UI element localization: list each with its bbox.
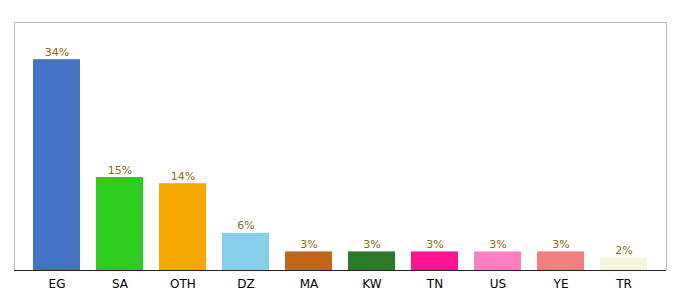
svg-text:TR: TR <box>615 277 632 291</box>
svg-text:KW: KW <box>362 277 381 291</box>
svg-text:14%: 14% <box>171 170 195 183</box>
svg-text:15%: 15% <box>108 164 132 177</box>
svg-text:DZ: DZ <box>237 277 254 291</box>
svg-text:3%: 3% <box>552 238 569 251</box>
svg-text:2%: 2% <box>615 244 632 257</box>
svg-text:MA: MA <box>300 277 319 291</box>
svg-text:EG: EG <box>49 277 66 291</box>
svg-text:SA: SA <box>112 277 129 291</box>
svg-text:3%: 3% <box>426 238 443 251</box>
svg-text:US: US <box>490 277 506 291</box>
svg-text:3%: 3% <box>489 238 506 251</box>
svg-text:YE: YE <box>553 277 569 291</box>
svg-text:OTH: OTH <box>170 277 196 291</box>
svg-text:3%: 3% <box>363 238 380 251</box>
svg-text:6%: 6% <box>237 219 254 232</box>
svg-text:TN: TN <box>426 277 443 291</box>
svg-text:3%: 3% <box>300 238 317 251</box>
svg-text:34%: 34% <box>45 46 69 59</box>
